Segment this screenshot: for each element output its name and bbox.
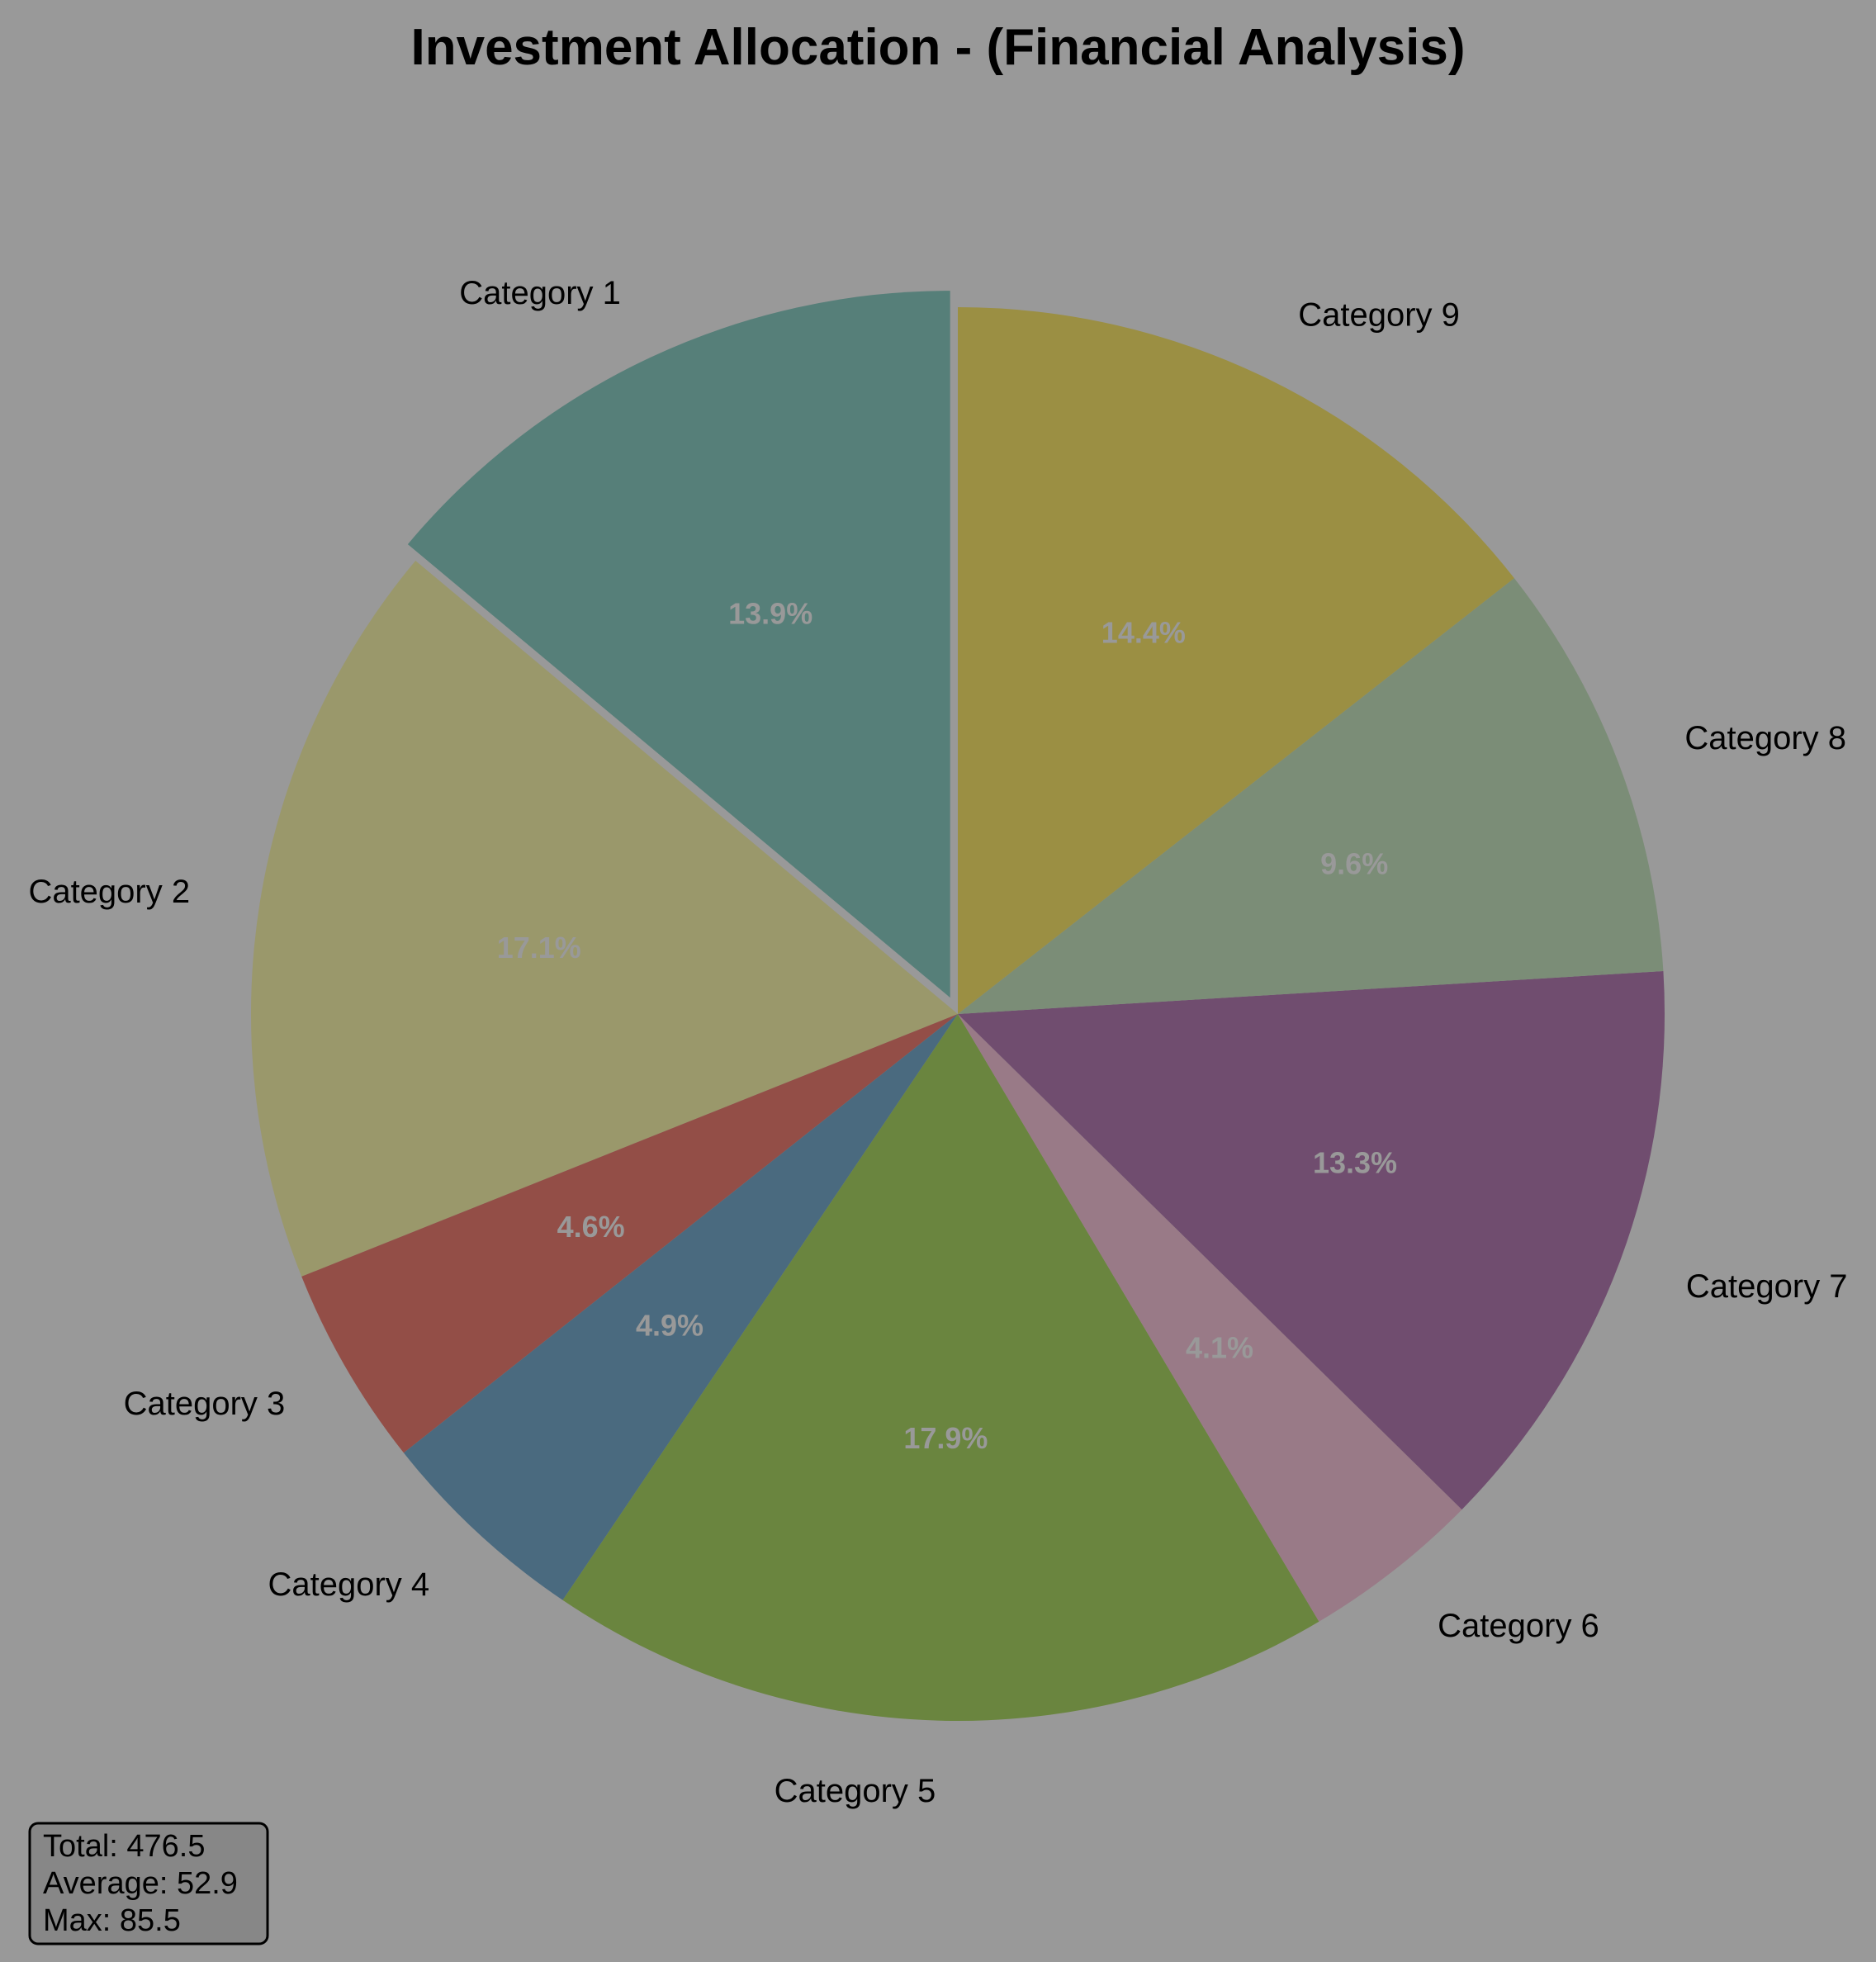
- pie-slice-8: [958, 578, 1664, 1014]
- category-label-8: Category 8: [1684, 720, 1846, 756]
- category-label-4: Category 4: [268, 1566, 430, 1603]
- pie-slice-6: [958, 1014, 1462, 1622]
- pie-slices: [250, 291, 1665, 1721]
- category-label-2: Category 2: [28, 874, 190, 910]
- category-label-1: Category 1: [459, 275, 621, 311]
- category-label-9: Category 9: [1298, 296, 1460, 333]
- percent-label-6: 4.1%: [1186, 1331, 1253, 1365]
- pie-slice-2: [250, 561, 958, 1277]
- category-label-6: Category 6: [1438, 1608, 1599, 1644]
- percent-label-4: 4.9%: [636, 1308, 704, 1342]
- percent-labels: 13.9% 17.1% 4.6% 4.9% 17.9% 4.1% 13.3% 9.6% 14.4…: [497, 596, 1397, 1455]
- stats-max: Max: 85.5: [43, 1903, 181, 1938]
- category-label-3: Category 3: [124, 1386, 286, 1422]
- percent-label-7: 13.3%: [1313, 1145, 1397, 1179]
- category-label-5: Category 5: [775, 1773, 936, 1809]
- pie-slice-5: [562, 1014, 1319, 1721]
- stats-box-frame: [28, 1822, 269, 1945]
- pie-slice-3: [301, 1014, 958, 1453]
- stats-box: Total: 476.5 Average: 52.9 Max: 85.5: [28, 1822, 269, 1945]
- stats-total: Total: 476.5: [43, 1829, 205, 1864]
- chart-title: Investment Allocation - (Financial Analy…: [411, 19, 1466, 76]
- pie-slice-9: [958, 307, 1514, 1014]
- percent-label-9: 14.4%: [1101, 616, 1186, 650]
- percent-label-3: 4.6%: [557, 1210, 625, 1244]
- percent-label-1: 13.9%: [728, 596, 812, 630]
- pie-slice-4: [403, 1014, 958, 1600]
- pie-slice-1: [407, 291, 950, 998]
- pie-slice-7: [958, 971, 1665, 1510]
- category-label-7: Category 7: [1686, 1268, 1848, 1305]
- percent-label-5: 17.9%: [903, 1421, 988, 1455]
- percent-label-8: 9.6%: [1320, 846, 1388, 880]
- category-labels: Category 1 Category 2 Category 3 Category 4…: [28, 275, 1847, 1809]
- stats-average: Average: 52.9: [43, 1866, 238, 1901]
- percent-label-2: 17.1%: [497, 931, 581, 964]
